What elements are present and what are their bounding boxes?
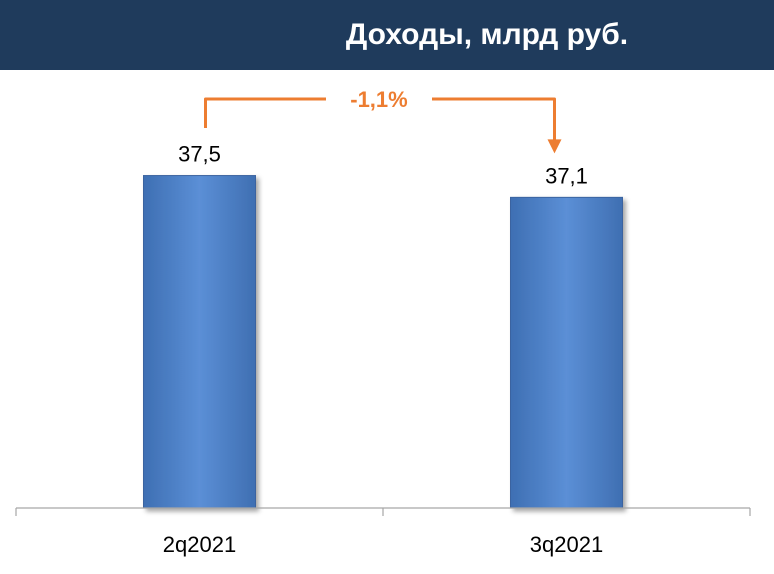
tick-label-3q2021: 3q2021 xyxy=(530,532,603,557)
chart-title: Доходы, млрд руб. xyxy=(345,18,629,51)
change-bracket-right xyxy=(432,97,556,142)
data-label-2q2021: 37,5 xyxy=(178,142,221,167)
tick-label-2q2021: 2q2021 xyxy=(163,532,236,557)
arrow-down-icon xyxy=(547,139,562,154)
bar-2q2021 xyxy=(143,175,256,509)
title-bar: Доходы, млрд руб. xyxy=(0,0,774,70)
bar-3q2021 xyxy=(510,196,623,509)
data-label-3q2021: 37,1 xyxy=(545,163,588,188)
change-bracket-left xyxy=(204,97,326,128)
change-annotation: -1,1% xyxy=(350,87,407,112)
